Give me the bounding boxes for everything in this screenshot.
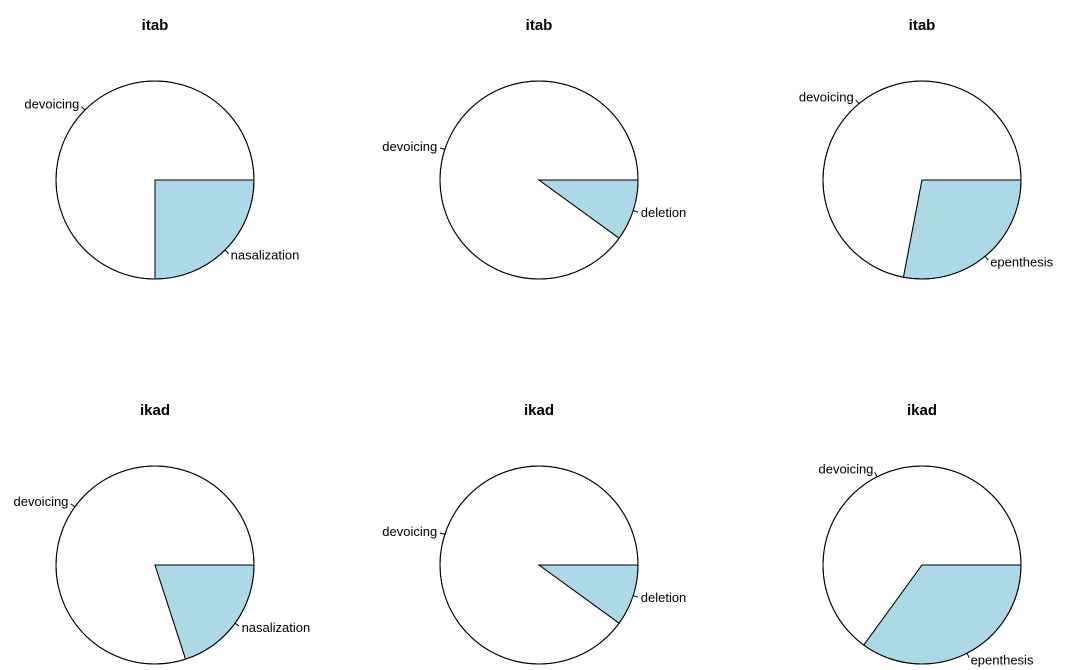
pie-label-tick <box>234 622 240 627</box>
pie-label-tick <box>70 503 76 508</box>
pie-label-tick <box>984 255 989 261</box>
chart-title: itab <box>526 17 553 34</box>
pie-slice-label: nasalization <box>231 248 300 263</box>
pie-outline <box>439 465 639 665</box>
pie-chart: ikad devoicing epenthesis <box>818 402 1033 667</box>
pie-outline <box>55 465 255 665</box>
pie-label-tick <box>224 249 229 254</box>
pie-label-tick <box>81 106 86 111</box>
chart-title: ikad <box>907 402 937 419</box>
pie-slice-label: deletion <box>641 590 687 605</box>
pie-chart: itab devoicing nasalization <box>24 17 300 280</box>
pie-label-tick <box>874 472 878 478</box>
pie-slice-label: devoicing <box>799 90 854 105</box>
pie-outline <box>55 80 255 280</box>
pie-label-tick <box>855 99 860 105</box>
chart-title: itab <box>909 17 936 34</box>
chart-title: ikad <box>140 402 170 419</box>
pie-outline <box>822 465 1022 665</box>
pie-label-tick <box>633 210 639 213</box>
pie-slice-nasalization <box>154 179 255 280</box>
pie-slice-label: devoicing <box>382 524 437 539</box>
pie-chart: ikad devoicing nasalization <box>13 402 311 665</box>
pie-chart: ikad devoicing deletion <box>382 402 687 665</box>
pie-slice-label: devoicing <box>24 96 79 111</box>
pie-label-tick <box>439 147 445 150</box>
pie-slice-label: devoicing <box>818 462 873 477</box>
pie-slice-label: epenthesis <box>971 652 1034 667</box>
pie-chart: itab devoicing epenthesis <box>799 17 1054 280</box>
pie-outline <box>439 80 639 280</box>
pie-chart: itab devoicing deletion <box>382 17 687 280</box>
chart-title: itab <box>142 17 169 34</box>
chart-title: ikad <box>524 402 554 419</box>
pie-label-tick <box>439 532 445 535</box>
pie-slice-label: nasalization <box>242 620 311 635</box>
pie-slice-label: devoicing <box>382 139 437 154</box>
pie-slice-label: epenthesis <box>990 254 1053 269</box>
pie-slice-label: deletion <box>641 205 687 220</box>
pie-label-tick <box>633 595 639 598</box>
pie-outline <box>822 80 1022 280</box>
pie-label-tick <box>966 652 970 658</box>
pie-slice-label: devoicing <box>13 494 68 509</box>
